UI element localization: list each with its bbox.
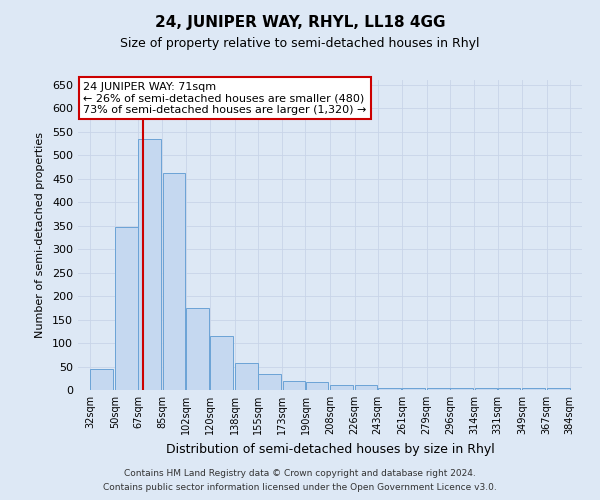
Bar	[235, 363, 257, 390]
Bar	[283, 380, 305, 390]
Text: Size of property relative to semi-detached houses in Rhyl: Size of property relative to semi-detach…	[120, 38, 480, 51]
Bar	[330, 386, 353, 390]
Bar	[378, 388, 401, 390]
Bar	[163, 172, 185, 390]
X-axis label: Distribution of semi-detached houses by size in Rhyl: Distribution of semi-detached houses by …	[166, 442, 494, 456]
Bar	[138, 138, 161, 390]
Bar	[475, 388, 497, 390]
Bar	[547, 388, 569, 390]
Bar	[427, 388, 449, 390]
Bar	[450, 388, 473, 390]
Text: 24, JUNIPER WAY, RHYL, LL18 4GG: 24, JUNIPER WAY, RHYL, LL18 4GG	[155, 15, 445, 30]
Y-axis label: Number of semi-detached properties: Number of semi-detached properties	[35, 132, 45, 338]
Bar	[115, 226, 138, 390]
Bar	[258, 374, 281, 390]
Bar	[522, 388, 545, 390]
Bar	[91, 369, 113, 390]
Text: Contains public sector information licensed under the Open Government Licence v3: Contains public sector information licen…	[103, 484, 497, 492]
Bar	[186, 308, 209, 390]
Text: 24 JUNIPER WAY: 71sqm
← 26% of semi-detached houses are smaller (480)
73% of sem: 24 JUNIPER WAY: 71sqm ← 26% of semi-deta…	[83, 82, 367, 115]
Text: Contains HM Land Registry data © Crown copyright and database right 2024.: Contains HM Land Registry data © Crown c…	[124, 468, 476, 477]
Bar	[403, 388, 425, 390]
Bar	[498, 388, 520, 390]
Bar	[211, 336, 233, 390]
Bar	[305, 382, 328, 390]
Bar	[355, 386, 377, 390]
